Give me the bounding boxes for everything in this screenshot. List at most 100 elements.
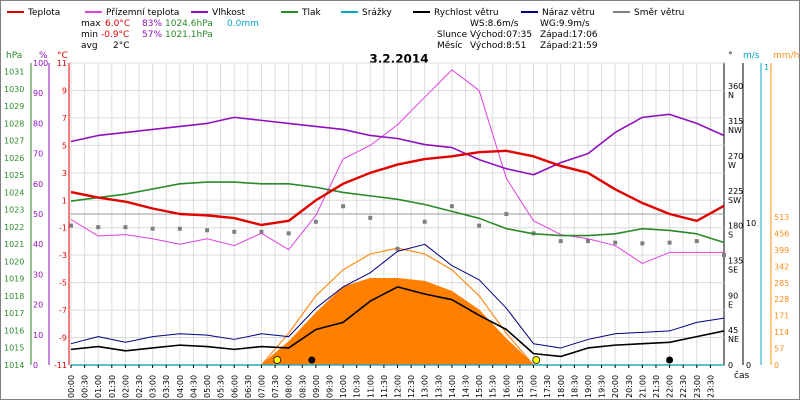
sunset-marker — [532, 356, 541, 364]
x-tick-label: 05:00 — [203, 375, 212, 398]
wind-direction-point — [694, 239, 699, 244]
deg-direction-label: S — [728, 231, 733, 240]
x-tick-label: 07:30 — [271, 375, 280, 398]
wind-direction-point — [286, 231, 291, 236]
wind-direction-point — [69, 223, 73, 228]
stats-avg-label: avg — [81, 41, 98, 51]
pct-tick-label: 50 — [33, 210, 43, 219]
wind-direction-point — [558, 239, 563, 244]
sun-label: Slunce — [437, 30, 468, 40]
deg-tick-label: 135 — [728, 256, 743, 265]
hpa-tick-label: 1027 — [4, 137, 24, 146]
pct-tick-label: 40 — [33, 240, 43, 249]
rain-tick-label: 0 — [774, 361, 779, 370]
hpa-tick-label: 1024 — [4, 188, 24, 197]
x-tick-label: 04:00 — [176, 375, 185, 398]
wind-direction-point — [504, 212, 509, 216]
wind-direction-point — [150, 226, 155, 231]
x-tick-label: 18:30 — [570, 375, 579, 398]
wind-speed-line — [70, 286, 725, 358]
ms-tick-label: 0 — [746, 361, 751, 370]
hpa-tick-label: 1023 — [4, 206, 24, 215]
deg-tick-label: 360 — [728, 82, 743, 91]
x-tick-label: 16:30 — [516, 375, 525, 398]
x-tick-label: 03:30 — [162, 375, 171, 398]
unit-hpa: hPa — [6, 51, 22, 61]
degc-tick-label: -1 — [59, 224, 67, 233]
stats-min-temp: -0.9°C — [101, 30, 129, 40]
pct-tick-label: 80 — [33, 119, 43, 128]
deg-direction-label: N — [728, 91, 734, 100]
stats-max-hum: 83% — [142, 19, 162, 29]
x-tick-label: 12:30 — [407, 375, 416, 398]
sunset-time: Západ:17:06 — [540, 30, 598, 40]
moonrise-marker — [308, 356, 316, 364]
pct-tick-label: 70 — [33, 150, 43, 159]
deg-tick-label: 315 — [728, 117, 743, 126]
wind-direction-point — [368, 215, 373, 220]
humidity-line — [70, 113, 725, 176]
legend-label: Náraz větru — [542, 8, 595, 18]
x-tick-label: 12:00 — [394, 375, 403, 398]
x-tick-label: 00:00 — [67, 375, 76, 398]
wind-direction-point — [96, 225, 101, 230]
temperature-line — [70, 149, 725, 227]
wind-direction-point — [177, 226, 182, 231]
x-tick-label: 11:30 — [380, 375, 389, 398]
x-tick-label: 14:30 — [462, 375, 471, 398]
stats-min-label: min — [81, 30, 98, 40]
deg-direction-label: SW — [728, 196, 741, 205]
hpa-tick-label: 1029 — [4, 102, 24, 111]
unit-degc: °C — [57, 51, 68, 61]
deg-tick-label: 0 — [728, 361, 733, 370]
stats-min-hum: 57% — [142, 30, 162, 40]
wind-direction-point — [313, 219, 318, 224]
rain-top-label: 1 — [764, 63, 769, 72]
x-tick-label: 06:30 — [244, 375, 253, 398]
rain-tick-label: 171 — [774, 312, 789, 321]
x-tick-label: 06:00 — [230, 375, 239, 398]
x-tick-label: 22:00 — [666, 375, 675, 398]
rain-tick-label: 228 — [774, 295, 789, 304]
deg-tick-label: 225 — [728, 187, 743, 196]
x-tick-label: 14:00 — [448, 375, 457, 398]
hpa-tick-label: 1021 — [4, 240, 24, 249]
x-tick-label: 09:00 — [312, 375, 321, 398]
degc-tick-label: 7 — [62, 114, 67, 123]
wind-direction-point — [722, 253, 726, 258]
wind-speed-info: WS:8.6m/s — [470, 19, 519, 29]
rain-tick-label: 114 — [774, 328, 789, 337]
moon-label: Měsíc — [437, 41, 462, 51]
x-tick-label: 00:30 — [81, 375, 90, 398]
x-tick-label: 01:30 — [108, 375, 117, 398]
moonset-time: Západ:21:59 — [540, 41, 598, 51]
wind-direction-point — [259, 229, 264, 234]
stats-max-press: 1024.6hPa — [165, 19, 213, 29]
stats-max-rain: 0.0mm — [227, 19, 259, 29]
hpa-tick-label: 1028 — [4, 119, 24, 128]
x-tick-label: 18:00 — [557, 375, 566, 398]
wind-direction-point — [667, 240, 672, 245]
stats-block: max 6.0°C 83% 1024.6hPa 0.0mm min -0.9°C… — [81, 19, 259, 51]
deg-direction-label: E — [728, 300, 733, 309]
x-tick-label: 15:00 — [475, 375, 484, 398]
degc-tick-label: -11 — [54, 361, 67, 370]
hpa-tick-label: 1022 — [4, 223, 24, 232]
x-tick-label: 05:30 — [217, 375, 226, 398]
x-tick-label: 19:00 — [584, 375, 593, 398]
wind-direction-point — [205, 228, 210, 233]
rain-tick-label: 285 — [774, 279, 789, 288]
degc-tick-label: -9 — [59, 334, 67, 343]
degc-tick-label: -7 — [59, 306, 67, 315]
x-tick-label: 10:00 — [339, 375, 348, 398]
x-tick-label: 15:30 — [489, 375, 498, 398]
degc-tick-label: -3 — [59, 251, 67, 260]
wind-direction-point — [613, 240, 618, 245]
degc-tick-label: 9 — [62, 86, 67, 95]
wind-direction-point — [422, 219, 427, 224]
hpa-tick-label: 1020 — [4, 257, 24, 266]
hpa-tick-label: 1026 — [4, 154, 24, 163]
x-tick-label: 03:00 — [149, 375, 158, 398]
